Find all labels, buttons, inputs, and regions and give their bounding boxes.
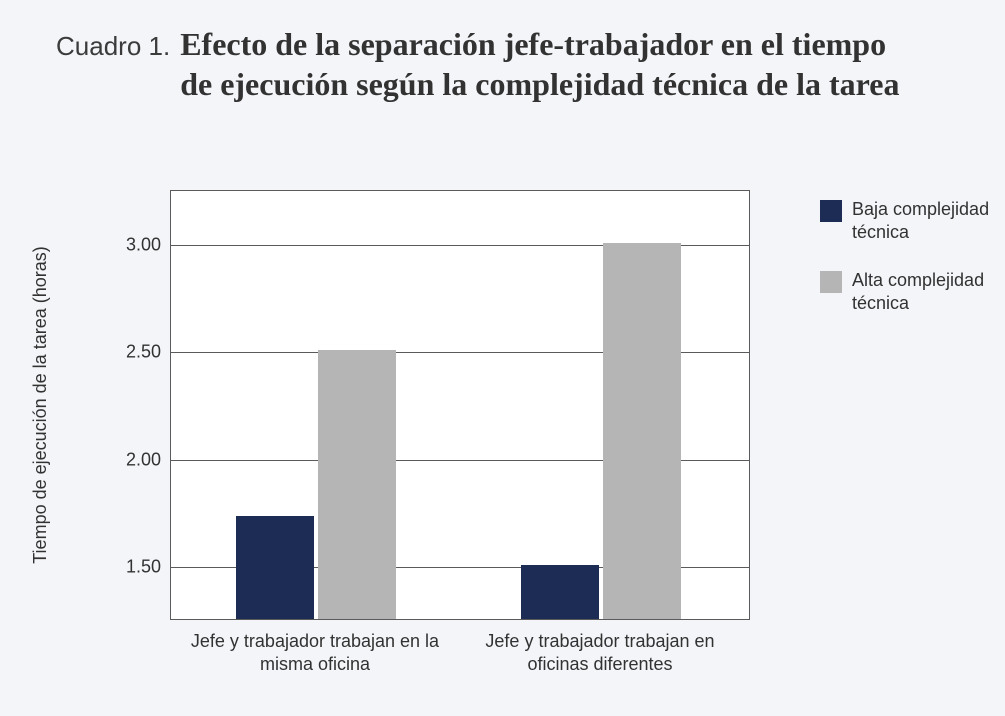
chart-title: Efecto de la separación jefe-trabajador … (180, 24, 900, 104)
title-block: Cuadro 1. Efecto de la separación jefe-t… (56, 24, 965, 104)
bar (603, 243, 681, 619)
bar (318, 350, 396, 619)
plot-region: 1.502.002.503.00 (170, 190, 750, 620)
x-category-label: Jefe y trabajador trabajan en oficinas d… (470, 630, 730, 677)
legend: Baja complejidad técnica Alta complejidad… (820, 198, 990, 340)
legend-swatch (820, 271, 842, 293)
table-label: Cuadro 1. (56, 24, 170, 64)
x-category-label: Jefe y trabajador trabajan en la misma o… (185, 630, 445, 677)
bar (236, 516, 314, 619)
chart-area: Tiempo de ejecución de la tarea (horas) … (100, 190, 800, 690)
y-tick-label: 2.00 (126, 449, 161, 470)
y-tick-label: 3.00 (126, 234, 161, 255)
legend-label: Alta complejidad técnica (852, 269, 990, 314)
y-tick-label: 2.50 (126, 342, 161, 363)
bar (521, 565, 599, 619)
y-tick-label: 1.50 (126, 557, 161, 578)
legend-item: Alta complejidad técnica (820, 269, 990, 314)
legend-swatch (820, 200, 842, 222)
y-axis-label: Tiempo de ejecución de la tarea (horas) (30, 190, 58, 620)
legend-label: Baja complejidad técnica (852, 198, 990, 243)
legend-item: Baja complejidad técnica (820, 198, 990, 243)
